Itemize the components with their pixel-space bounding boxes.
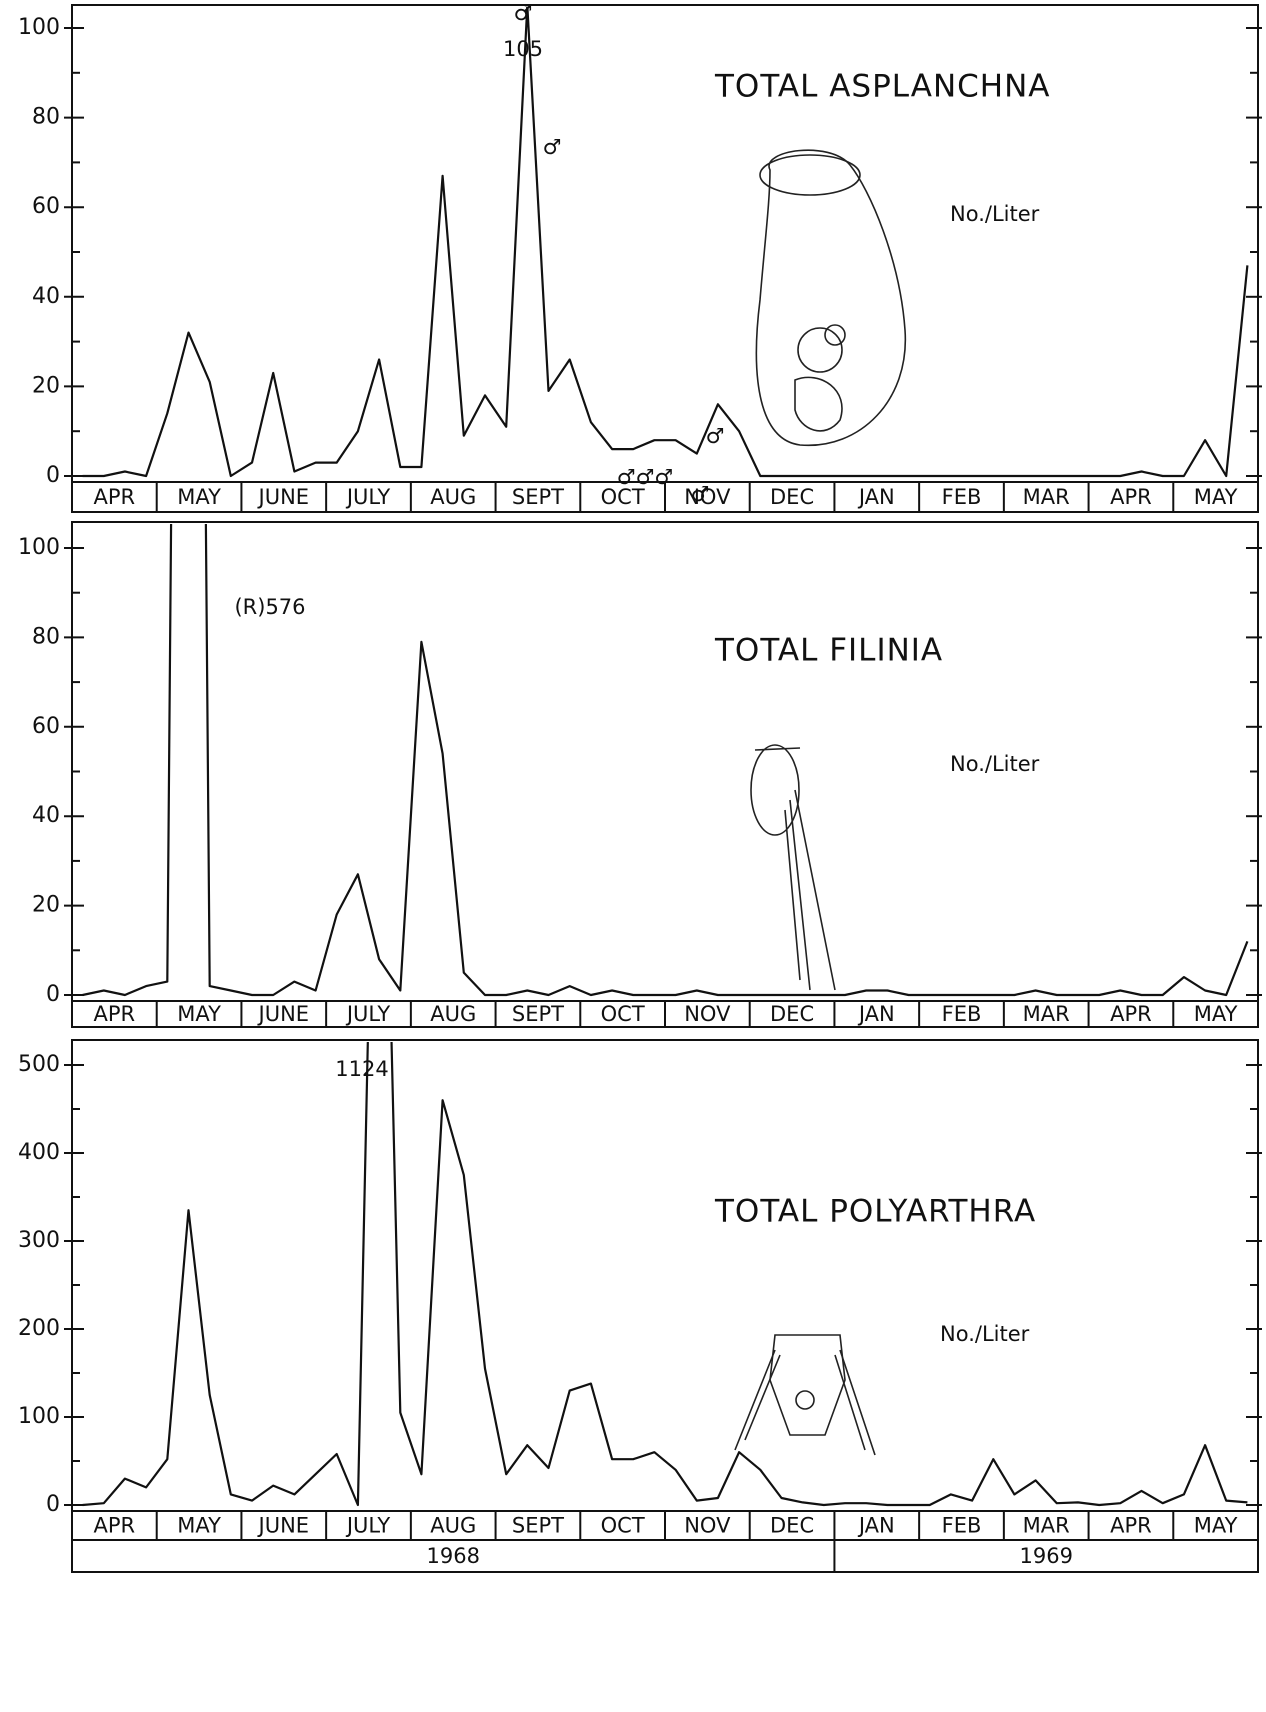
- month-label: JUNE: [257, 1514, 310, 1538]
- annotation: ♂: [706, 424, 725, 448]
- month-label: APR: [94, 485, 136, 509]
- month-label: APR: [1110, 1002, 1152, 1026]
- month-label: FEB: [942, 485, 982, 509]
- month-label: JUNE: [257, 485, 310, 509]
- month-label: FEB: [942, 1002, 982, 1026]
- y-tick-label: 400: [18, 1140, 60, 1165]
- annotation: 105: [503, 37, 543, 61]
- month-label: MAY: [1194, 1002, 1238, 1026]
- month-label: FEB: [942, 1514, 982, 1538]
- panel-title: TOTAL ASPLANCHNA: [714, 69, 1051, 105]
- unit-label: No./Liter: [950, 752, 1040, 776]
- month-label: DEC: [770, 485, 814, 509]
- y-tick-label: 200: [18, 1316, 60, 1341]
- panel-title: TOTAL FILINIA: [714, 633, 943, 669]
- y-tick-label: 60: [32, 194, 60, 219]
- y-tick-label: 20: [32, 373, 60, 398]
- month-label: JULY: [345, 1514, 390, 1538]
- month-label: APR: [1110, 485, 1152, 509]
- data-line: [82, 1042, 1248, 1507]
- month-label: AUG: [430, 1514, 476, 1538]
- illustration: [750, 744, 836, 991]
- illustration: [755, 149, 907, 447]
- month-label: MAY: [177, 485, 221, 509]
- y-tick-label: 60: [32, 714, 60, 739]
- y-tick-label: 40: [32, 284, 60, 309]
- y-tick-label: 0: [46, 463, 60, 488]
- unit-label: No./Liter: [940, 1322, 1030, 1346]
- month-label: JAN: [857, 485, 895, 509]
- annotation: ♂: [691, 482, 710, 506]
- y-tick-label: 80: [32, 624, 60, 649]
- y-tick-label: 40: [32, 803, 60, 828]
- month-label: JAN: [857, 1514, 895, 1538]
- annotation: 1124: [335, 1057, 388, 1081]
- month-label: MAR: [1023, 1514, 1070, 1538]
- unit-label: No./Liter: [950, 202, 1040, 226]
- y-tick-label: 100: [18, 15, 60, 40]
- month-label: APR: [94, 1002, 136, 1026]
- data-line: [82, 524, 1249, 997]
- month-label: NOV: [684, 485, 731, 509]
- month-label: SEPT: [512, 1514, 564, 1538]
- month-label: APR: [94, 1514, 136, 1538]
- month-label: NOV: [684, 1514, 731, 1538]
- y-tick-label: 80: [32, 105, 60, 130]
- month-label: DEC: [770, 1002, 814, 1026]
- year-label: 1968: [426, 1544, 479, 1568]
- month-label: APR: [1110, 1514, 1152, 1538]
- illustration: [734, 1334, 876, 1456]
- panel-title: TOTAL POLYARTHRA: [714, 1194, 1036, 1230]
- y-tick-label: 500: [18, 1052, 60, 1077]
- annotation: ♂♂♂: [617, 465, 673, 489]
- y-tick-label: 100: [18, 1404, 60, 1429]
- month-label: OCT: [601, 1002, 645, 1026]
- month-label: JAN: [857, 1002, 895, 1026]
- month-label: MAY: [177, 1002, 221, 1026]
- y-tick-label: 0: [46, 982, 60, 1007]
- month-label: MAR: [1023, 1002, 1070, 1026]
- panel-frame: [71, 1039, 1259, 1573]
- month-label: OCT: [601, 485, 645, 509]
- y-tick-label: 0: [46, 1492, 60, 1517]
- panel-frame: [71, 4, 1259, 513]
- annotation: (R)576: [234, 595, 305, 619]
- y-tick-label: 20: [32, 893, 60, 918]
- month-label: MAR: [1023, 485, 1070, 509]
- month-label: AUG: [430, 1002, 476, 1026]
- month-label: SEPT: [512, 1002, 564, 1026]
- year-label: 1969: [1019, 1544, 1072, 1568]
- month-label: JULY: [345, 1002, 390, 1026]
- y-tick-label: 100: [18, 535, 60, 560]
- annotation: ♂: [543, 135, 562, 159]
- month-label: JULY: [345, 485, 390, 509]
- month-label: NOV: [684, 1002, 731, 1026]
- data-line: [82, 7, 1249, 478]
- y-tick-label: 300: [18, 1228, 60, 1253]
- month-label: JUNE: [257, 1002, 310, 1026]
- month-label: AUG: [430, 485, 476, 509]
- month-label: MAY: [1194, 485, 1238, 509]
- annotation: ♂: [514, 1, 533, 25]
- month-label: MAY: [1194, 1514, 1238, 1538]
- month-label: DEC: [770, 1514, 814, 1538]
- month-label: SEPT: [512, 485, 564, 509]
- month-label: OCT: [601, 1514, 645, 1538]
- month-label: MAY: [177, 1514, 221, 1538]
